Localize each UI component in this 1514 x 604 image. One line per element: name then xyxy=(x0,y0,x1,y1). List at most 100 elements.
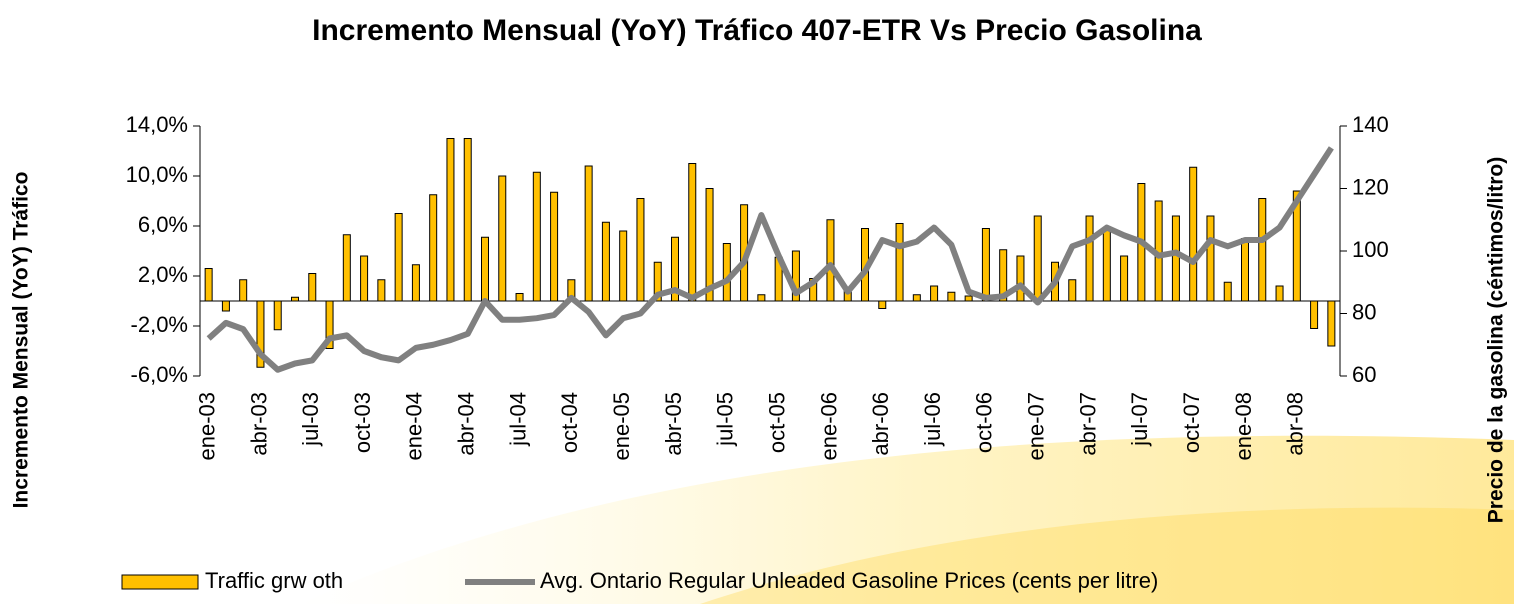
x-tick-label: oct-03 xyxy=(350,392,375,453)
x-tick-label: jul-07 xyxy=(1127,392,1152,447)
bar xyxy=(1068,279,1077,302)
x-tick-label: abr-07 xyxy=(1075,392,1100,456)
bar xyxy=(550,191,559,302)
bar xyxy=(584,165,593,302)
bar xyxy=(204,268,213,302)
bar xyxy=(291,296,299,302)
bar xyxy=(532,171,541,302)
bar xyxy=(515,293,524,302)
bar xyxy=(705,188,714,302)
bar xyxy=(308,273,317,302)
bar xyxy=(273,300,282,331)
x-tick-label: ene-05 xyxy=(609,392,634,461)
bar xyxy=(1033,215,1042,302)
bar xyxy=(1223,281,1232,302)
y-tick-label: 6,0% xyxy=(138,212,188,237)
x-tick-label: oct-05 xyxy=(764,392,789,453)
y-tick-label: -2,0% xyxy=(131,312,188,337)
bar xyxy=(256,300,265,368)
y2-tick-label: 100 xyxy=(1352,237,1389,262)
bar xyxy=(429,194,438,302)
bar xyxy=(221,300,230,312)
x-tick-label: jul-06 xyxy=(920,392,945,447)
bar xyxy=(1258,198,1267,302)
y2-tick-label: 140 xyxy=(1352,112,1389,137)
x-tick-label: abr-03 xyxy=(246,392,271,456)
bar xyxy=(1327,300,1336,347)
x-tick-label: jul-03 xyxy=(298,392,323,447)
bar xyxy=(930,285,939,302)
x-tick-label: ene-06 xyxy=(816,392,841,461)
background-swoosh xyxy=(700,507,1514,604)
bar xyxy=(947,291,956,302)
bar xyxy=(498,175,507,302)
bar xyxy=(878,300,887,309)
legend-label: Traffic grw oth xyxy=(205,568,343,593)
bar xyxy=(1016,255,1025,302)
bar xyxy=(1292,190,1301,302)
bar xyxy=(1310,300,1319,329)
bar xyxy=(1120,255,1129,302)
bar xyxy=(826,219,835,302)
y2-tick-label: 120 xyxy=(1352,174,1389,199)
bar xyxy=(481,236,489,302)
bar xyxy=(601,221,610,302)
bar xyxy=(463,138,472,302)
bar xyxy=(411,264,420,302)
bar xyxy=(342,234,351,302)
legend-label: Avg. Ontario Regular Unleaded Gasoline P… xyxy=(540,568,1158,593)
x-tick-label: ene-04 xyxy=(402,392,427,461)
x-tick-label: ene-07 xyxy=(1024,392,1049,461)
bar xyxy=(360,255,369,302)
x-tick-label: ene-03 xyxy=(194,392,219,461)
bar xyxy=(1189,166,1198,302)
bar xyxy=(791,250,800,302)
bar xyxy=(981,228,990,302)
x-tick-label: abr-04 xyxy=(454,392,479,456)
bar xyxy=(722,243,731,302)
x-tick-label: oct-07 xyxy=(1179,392,1204,453)
x-tick-label: abr-05 xyxy=(661,392,686,456)
bar xyxy=(377,279,386,302)
bar xyxy=(895,223,904,302)
x-tick-label: abr-06 xyxy=(868,392,893,456)
x-tick-label: ene-08 xyxy=(1231,392,1256,461)
x-tick-label: oct-04 xyxy=(557,392,582,453)
y-tick-label: -6,0% xyxy=(131,362,188,387)
x-tick-label: jul-05 xyxy=(713,392,738,447)
x-tick-label: jul-04 xyxy=(505,392,530,447)
bar xyxy=(239,279,248,302)
bar xyxy=(1206,215,1215,302)
bar xyxy=(964,295,973,302)
bar xyxy=(636,198,645,302)
bar xyxy=(394,213,403,302)
line-series xyxy=(206,146,1334,373)
y-tick-label: 2,0% xyxy=(138,262,188,287)
y-axis-title: Incremento Mensual (YoY) Tráfico xyxy=(10,172,33,509)
bar xyxy=(325,300,334,349)
y2-axis-title: Precio de la gasolina (céntimos/litro) xyxy=(1485,157,1508,523)
legend-swatch xyxy=(121,574,199,590)
chart-title: Incremento Mensual (YoY) Tráfico 407-ETR… xyxy=(312,14,1202,47)
y2-tick-label: 80 xyxy=(1352,299,1376,324)
bar xyxy=(1241,238,1249,302)
bar xyxy=(999,249,1008,302)
x-tick-label: abr-08 xyxy=(1283,392,1308,456)
bar xyxy=(912,294,921,302)
bar xyxy=(688,163,697,302)
bar xyxy=(619,230,628,302)
bar xyxy=(1275,285,1284,302)
bar xyxy=(757,294,766,302)
bar xyxy=(1102,228,1111,302)
bar xyxy=(653,261,662,302)
bar xyxy=(1171,215,1180,302)
y2-tick-label: 60 xyxy=(1352,362,1376,387)
bar xyxy=(671,236,679,302)
background-swoosh xyxy=(300,435,1514,604)
bar xyxy=(446,138,455,302)
y-tick-label: 10,0% xyxy=(126,162,188,187)
y-tick-label: 14,0% xyxy=(126,112,188,137)
bar xyxy=(1085,215,1094,302)
x-tick-label: oct-06 xyxy=(972,392,997,453)
